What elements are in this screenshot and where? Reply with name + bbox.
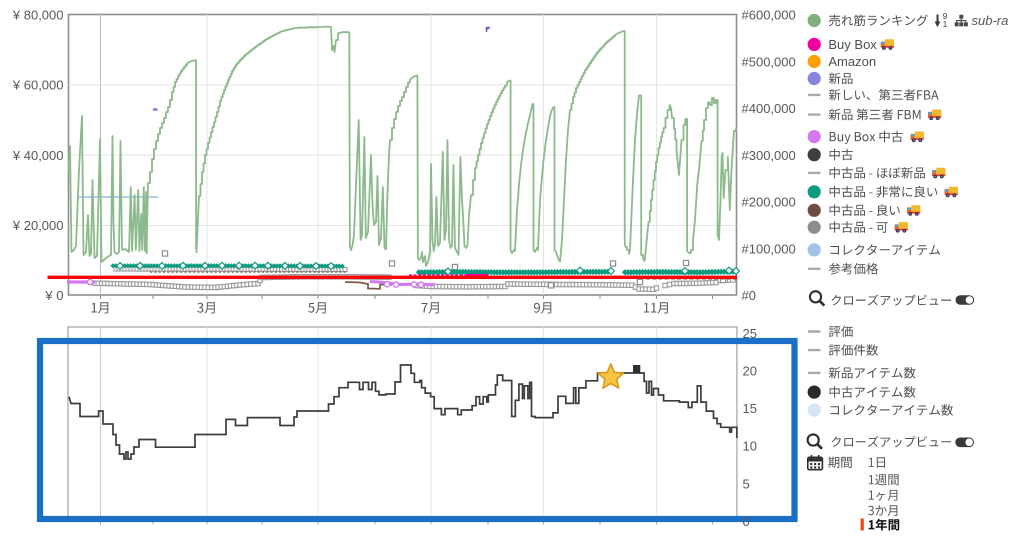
svg-text:#600,000: #600,000	[742, 8, 796, 23]
svg-text:Buy Box: Buy Box	[828, 37, 877, 52]
svg-text:¥ 0: ¥ 0	[44, 288, 63, 303]
svg-text:#200,000: #200,000	[742, 195, 796, 210]
svg-text:0: 0	[743, 514, 750, 529]
svg-text:#100,000: #100,000	[742, 241, 796, 256]
svg-text:1: 1	[943, 20, 948, 29]
svg-text:#300,000: #300,000	[742, 148, 796, 163]
svg-text:#400,000: #400,000	[742, 101, 796, 116]
svg-text:¥ 60,000: ¥ 60,000	[12, 78, 64, 93]
svg-text:10: 10	[743, 439, 757, 454]
svg-text:Amazon: Amazon	[828, 54, 876, 69]
svg-text:¥ 80,000: ¥ 80,000	[12, 8, 64, 23]
svg-text:¥ 40,000: ¥ 40,000	[12, 148, 64, 163]
svg-text:25: 25	[743, 326, 757, 341]
svg-text:#0: #0	[742, 288, 756, 303]
svg-text:#500,000: #500,000	[742, 54, 796, 69]
svg-text:20: 20	[743, 364, 757, 379]
svg-text:9: 9	[943, 12, 948, 21]
svg-text:sub-ra: sub-ra	[972, 13, 1009, 28]
svg-text:5: 5	[743, 476, 750, 491]
svg-text:¥ 20,000: ¥ 20,000	[12, 218, 64, 233]
svg-text:15: 15	[743, 401, 757, 416]
